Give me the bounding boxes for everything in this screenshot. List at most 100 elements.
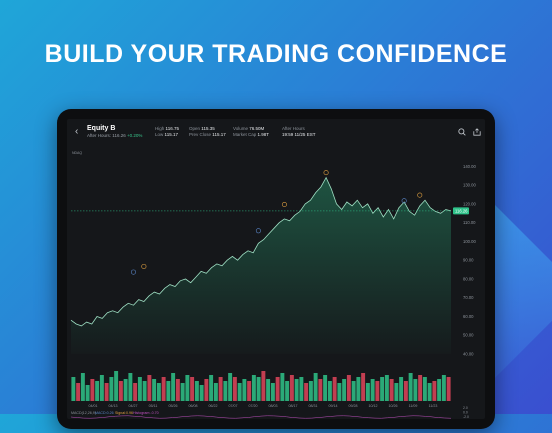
quote-header: ‹ Equity B After Hours: 116.26 +0.20% Hi… [67,119,485,149]
volume-bar [384,375,389,401]
volume-bar [351,381,356,401]
volume-bar [332,377,337,401]
low-label: Low [155,132,164,137]
x-tick-label: 04/13 [109,404,118,408]
volume-bar [275,377,280,401]
y-tick-label: 120.00 [463,201,476,206]
high-value: 116.75 [165,126,179,131]
volume-bar [171,373,176,401]
y-tick-label: 60.00 [463,314,474,319]
after-hours-time: After Hours 19:59 11/25 EST [282,126,315,138]
volume-bar [441,375,446,401]
volume-bar [256,377,261,401]
volume-bar [242,379,247,401]
prev-close-value: 115.17 [212,132,226,137]
volume-bar [118,381,123,401]
volume-bar [114,371,119,401]
volume-bar [223,381,228,401]
volume-bar [152,379,157,401]
after-hours-label: After Hours [87,133,110,138]
volume-bar [304,383,309,401]
volume-bar [247,381,252,401]
volume-bar [228,373,233,401]
y-tick-label: 50.00 [463,333,474,338]
y-tick-label: 110.00 [463,220,476,225]
x-tick-label: 09/14 [329,404,338,408]
volume-bar [204,379,209,401]
volume-bar [190,377,195,401]
promo-title: BUILD YOUR TRADING CONFIDENCE [44,40,508,68]
open-close-stats: Open 115.35 Prev Close 115.17 [189,126,226,138]
event-marker-icon [141,263,147,269]
x-tick-label: 10/12 [369,404,378,408]
volume-bar [232,377,237,401]
volume-bar [194,381,199,401]
volume-bar [380,377,385,401]
x-tick-label: 06/22 [209,404,218,408]
volume-bar [342,379,347,401]
volume-bar [327,381,332,401]
open-value: 115.35 [201,126,215,131]
symbol-tag: NDAQ [72,151,83,155]
y-tick-label: 40.00 [463,352,474,357]
price-area [71,177,451,354]
macd-axis-label: -2.0 [463,415,469,419]
volume-bar [346,375,351,401]
volume-bar [370,379,375,401]
signal-label: Signal:0.96 [115,411,133,415]
volume-bar [213,383,218,401]
open-label: Open [189,126,201,131]
volume-bar [289,375,294,401]
after-hours-time-value: 19:59 11/25 EST [282,132,316,137]
volume-bar [261,371,266,401]
volume-bar [133,383,138,401]
macd-value-label: MACD:0.26 [95,411,114,415]
price-chart[interactable]: 140.00 130.00 120.00 110.00 100.00 90.00 80.00… [67,149,485,419]
volume-bar [137,377,142,401]
volume-bar [361,373,366,401]
histogram-label: Histogram:-0.70 [133,411,159,415]
volume-bar [399,377,404,401]
x-tick-label: 05/26 [169,404,178,408]
tablet-frame: ‹ Equity B After Hours: 116.26 +0.20% Hi… [57,109,495,429]
y-tick-label: 70.00 [463,295,474,300]
event-marker-icon [401,198,407,204]
volume-bar [356,377,361,401]
volume-bar [128,373,133,401]
x-tick-label: 10/26 [389,404,398,408]
volume-bar [323,375,328,401]
event-marker-icon [130,269,136,275]
search-icon[interactable] [457,128,466,137]
volume-bar [185,375,190,401]
x-tick-label: 06/08 [189,404,198,408]
volume-bar [123,379,128,401]
after-hours-value: 116.26 [112,133,126,138]
volume-bar [209,375,214,401]
macd-axis-label: 2.0 [463,406,468,410]
current-price-tag [453,207,469,215]
volume-bar [437,379,442,401]
volume-bar [313,373,318,401]
volume-bar [180,383,185,401]
volume-bar [175,379,180,401]
y-tick-label: 90.00 [463,258,474,263]
volume-bar [71,377,76,401]
market-cap-label: Market Cap [233,132,257,137]
macd-line [70,415,452,419]
share-icon[interactable] [472,128,481,137]
volume-bar [337,383,342,401]
after-hours-summary: After Hours: 116.26 +0.20% [87,133,143,138]
volume-bar [76,383,81,401]
high-low-stats: High 116.75 Low 115.17 [155,126,179,138]
volume-bar [389,379,394,401]
volume-bar [95,381,100,401]
volume-bar [251,375,256,401]
y-tick-label: 100.00 [463,239,476,244]
event-marker-icon [281,202,287,208]
x-tick-label: 11/23 [429,404,438,408]
chevron-left-icon[interactable]: ‹ [75,126,79,137]
volume-bar [365,383,370,401]
x-tick-label: 07/20 [249,404,258,408]
event-marker-icon [323,170,329,176]
volume-bar [199,385,204,401]
